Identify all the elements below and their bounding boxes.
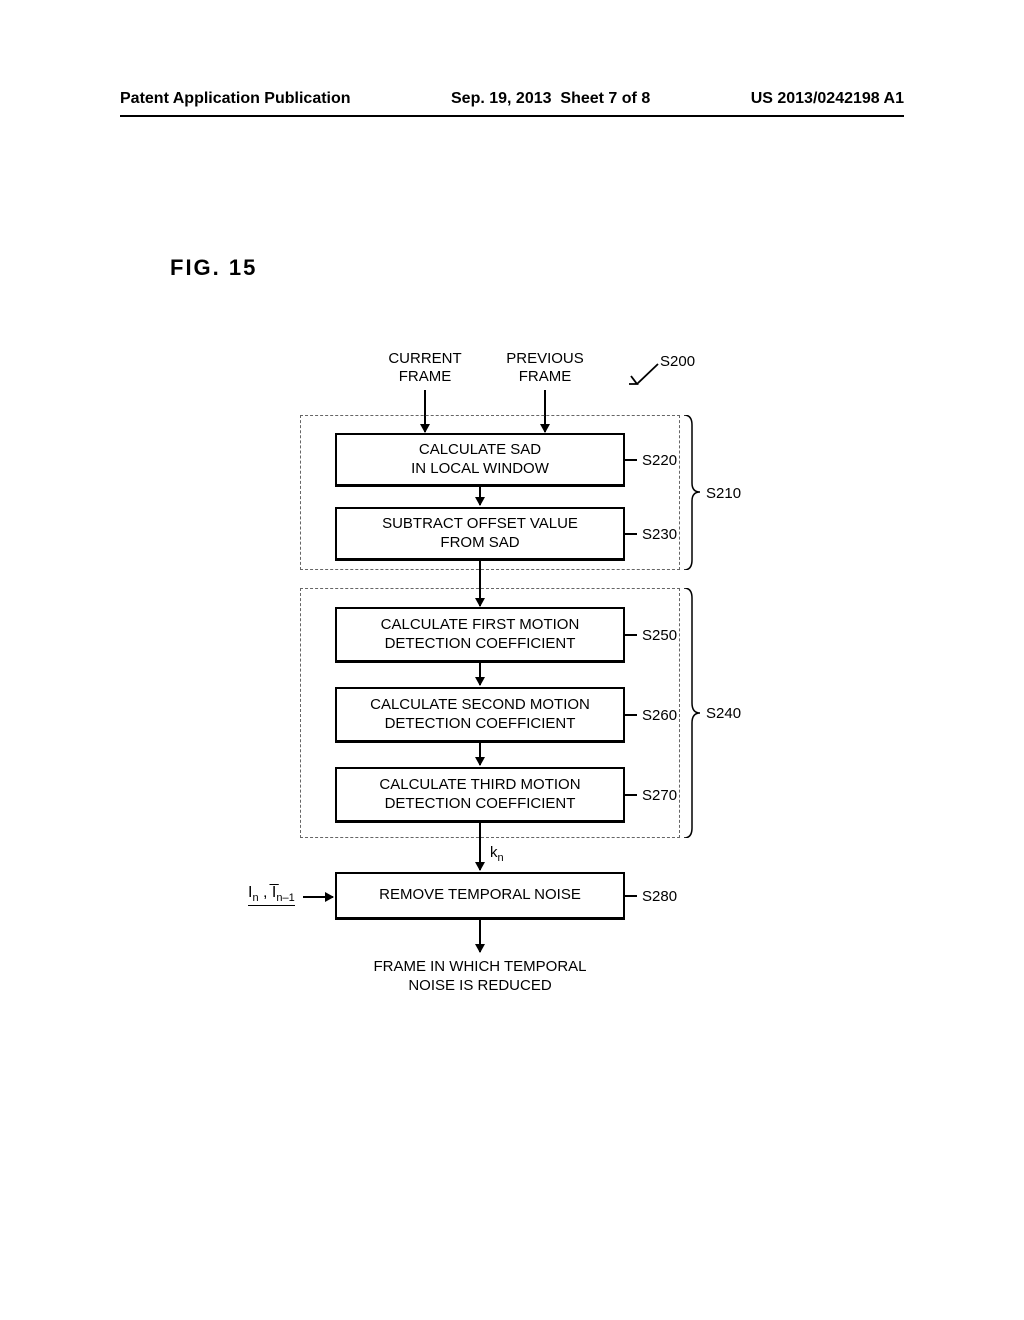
arrow-icon	[479, 743, 481, 765]
publication-number: US 2013/0242198 A1	[751, 90, 904, 108]
figure-label: FIG. 15	[170, 255, 257, 281]
step-s220: CALCULATE SAD IN LOCAL WINDOW	[335, 433, 625, 487]
connector-icon	[625, 459, 637, 461]
connector-icon	[625, 634, 637, 636]
publication-date: Sep. 19, 2013 Sheet 7 of 8	[451, 90, 650, 108]
brace-icon	[682, 415, 702, 570]
step-s230: SUBTRACT OFFSET VALUE FROM SAD	[335, 507, 625, 561]
ref-s240: S240	[706, 705, 741, 722]
ref-s270: S270	[642, 787, 677, 804]
input-previous-frame: PREVIOUS FRAME	[500, 350, 590, 386]
ref-s280: S280	[642, 888, 677, 905]
brace-icon	[682, 588, 702, 838]
ref-s220: S220	[642, 452, 677, 469]
connector-icon	[625, 533, 637, 535]
s200-leader-icon	[625, 362, 660, 390]
ref-s200: S200	[660, 353, 695, 370]
output-label: FRAME IN WHICH TEMPORAL NOISE IS REDUCED	[345, 958, 615, 996]
arrow-icon	[479, 663, 481, 685]
step-s260: CALCULATE SECOND MOTION DETECTION COEFFI…	[335, 687, 625, 743]
step-s280: REMOVE TEMPORAL NOISE	[335, 872, 625, 920]
step-s250: CALCULATE FIRST MOTION DETECTION COEFFIC…	[335, 607, 625, 663]
arrow-icon	[479, 920, 481, 952]
connector-icon	[625, 895, 637, 897]
arrow-icon	[303, 896, 333, 898]
input-current-frame: CURRENT FRAME	[380, 350, 470, 386]
connector-icon	[625, 714, 637, 716]
arrow-icon	[479, 823, 481, 870]
arrow-icon	[479, 487, 481, 505]
header-rule	[120, 115, 904, 117]
connector-icon	[625, 794, 637, 796]
page-header: Patent Application Publication Sep. 19, …	[0, 90, 1024, 108]
step-s270: CALCULATE THIRD MOTION DETECTION COEFFIC…	[335, 767, 625, 823]
label-kn: kn	[490, 844, 504, 864]
ref-s260: S260	[642, 707, 677, 724]
ref-s250: S250	[642, 627, 677, 644]
ref-s210: S210	[706, 485, 741, 502]
side-input-label: In , I̅n–1	[248, 884, 295, 906]
ref-s230: S230	[642, 526, 677, 543]
publication-label: Patent Application Publication	[120, 90, 351, 108]
